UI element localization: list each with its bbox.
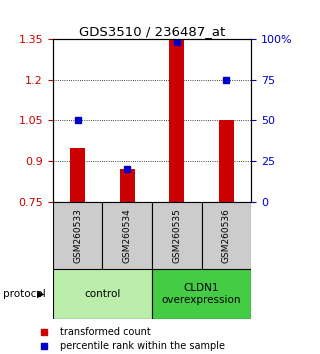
Bar [70,148,85,202]
Bar [169,38,184,202]
Bar [152,269,251,319]
Text: ▶: ▶ [37,289,44,299]
Text: CLDN1
overexpression: CLDN1 overexpression [162,283,241,305]
Bar [152,202,202,269]
Bar [53,269,152,319]
Bar [120,169,135,202]
Text: transformed count: transformed count [60,327,151,337]
Text: GSM260533: GSM260533 [73,208,82,263]
Text: percentile rank within the sample: percentile rank within the sample [60,341,225,351]
Bar [53,202,102,269]
Bar [102,202,152,269]
Text: GSM260536: GSM260536 [222,208,231,263]
Text: GSM260535: GSM260535 [172,208,181,263]
Text: GSM260534: GSM260534 [123,208,132,263]
Title: GDS3510 / 236487_at: GDS3510 / 236487_at [79,25,225,38]
Bar [202,202,251,269]
Bar [219,120,234,202]
Text: protocol: protocol [3,289,46,299]
Text: control: control [84,289,121,299]
